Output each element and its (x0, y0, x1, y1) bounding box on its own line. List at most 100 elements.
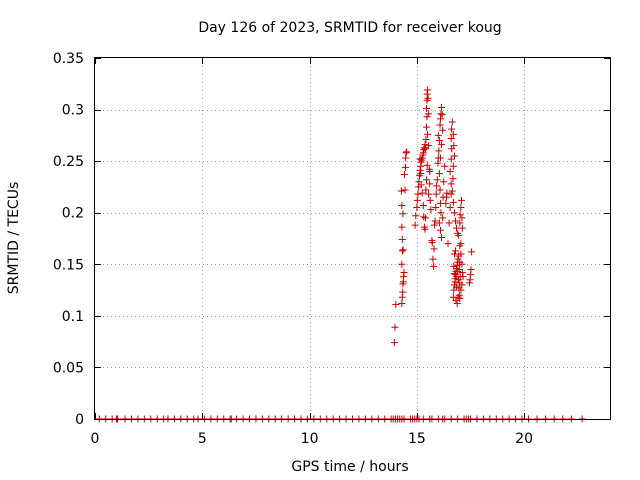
y-tick-label: 0 (75, 412, 84, 428)
data-point (458, 281, 466, 289)
data-point (447, 155, 455, 163)
data-point (454, 255, 462, 263)
data-point (414, 190, 422, 198)
data-point (416, 166, 424, 174)
data-point (399, 246, 407, 254)
data-point (452, 247, 459, 255)
y-tick-label: 0.2 (62, 206, 84, 222)
data-point (403, 148, 411, 156)
data-point (435, 170, 443, 178)
data-point (458, 196, 466, 204)
data-point (433, 176, 441, 184)
data-point (443, 189, 451, 197)
data-point (458, 269, 466, 277)
data-point (402, 163, 410, 171)
chart-title: Day 126 of 2023, SRMTID for receiver kou… (198, 20, 501, 36)
data-point (449, 175, 457, 183)
data-point (422, 186, 430, 194)
data-point (398, 236, 406, 244)
data-point (454, 293, 462, 301)
data-point (448, 118, 456, 126)
data-point (420, 213, 428, 221)
data-point (420, 144, 428, 152)
data-point (429, 255, 437, 263)
data-point (416, 155, 424, 163)
x-tick-label: 0 (91, 431, 100, 447)
data-point (430, 221, 438, 229)
data-point (398, 223, 406, 231)
y-tick-label: 0.3 (62, 103, 84, 119)
data-point (465, 279, 473, 287)
data-point (446, 204, 454, 212)
x-tick-label: 5 (198, 431, 207, 447)
data-point (447, 180, 455, 188)
data-point (457, 250, 465, 258)
data-point (438, 233, 446, 241)
data-point (434, 131, 442, 139)
data-point (426, 180, 434, 188)
data-point (399, 288, 407, 296)
data-point (413, 196, 421, 204)
data-point (426, 196, 434, 204)
data-point (449, 162, 457, 170)
data-point (425, 190, 433, 198)
data-point (435, 219, 443, 227)
data-point (437, 209, 445, 217)
data-point (442, 199, 450, 207)
tick-labels: 0 0.05 0.1 0.15 0.2 0.25 0.3 0.35 0 5 10 15 20 (53, 51, 533, 447)
data-point (439, 214, 447, 222)
data-point (446, 167, 454, 175)
data-point (390, 339, 398, 347)
y-tick-label: 0.25 (53, 154, 84, 170)
data-point (448, 125, 456, 133)
data-point (436, 186, 444, 194)
data-point (468, 248, 476, 256)
y-tick-label: 0.15 (53, 257, 84, 273)
data-points (95, 86, 586, 423)
y-tick-label: 0.35 (53, 51, 84, 67)
data-point (398, 299, 406, 307)
data-point (421, 214, 429, 222)
data-point (400, 171, 408, 179)
x-tick-label: 10 (301, 431, 319, 447)
x-tick-label: 20 (515, 431, 533, 447)
data-point (413, 204, 421, 212)
data-point (436, 226, 444, 234)
data-point (433, 182, 441, 190)
data-point (456, 219, 464, 227)
data-point (456, 294, 464, 302)
data-point (401, 186, 409, 194)
data-point (444, 240, 452, 248)
data-point (425, 110, 433, 118)
data-point (427, 206, 435, 214)
data-point (423, 113, 431, 121)
data-point (392, 301, 400, 309)
data-point (391, 323, 399, 331)
data-point (424, 94, 432, 102)
data-point (436, 154, 444, 162)
data-point (423, 123, 431, 131)
data-point (398, 247, 406, 255)
data-point (455, 231, 463, 239)
y-tick-label: 0.1 (62, 309, 84, 325)
data-point (425, 142, 433, 150)
data-point (457, 286, 465, 294)
y-axis-label: SRMTID / TECUs (6, 182, 22, 295)
data-point (432, 190, 440, 198)
x-tick-label: 15 (408, 431, 426, 447)
data-point (417, 170, 425, 178)
data-point (417, 181, 425, 189)
data-point (421, 145, 429, 153)
data-point (452, 217, 459, 225)
data-point (424, 130, 432, 138)
data-point (419, 201, 427, 209)
data-point (438, 104, 446, 112)
data-point (397, 187, 405, 195)
data-point (426, 167, 434, 175)
data-point (438, 111, 446, 119)
y-tick-label: 0.05 (53, 360, 84, 376)
data-point (430, 262, 438, 270)
data-point (428, 239, 436, 247)
data-point (456, 242, 464, 250)
